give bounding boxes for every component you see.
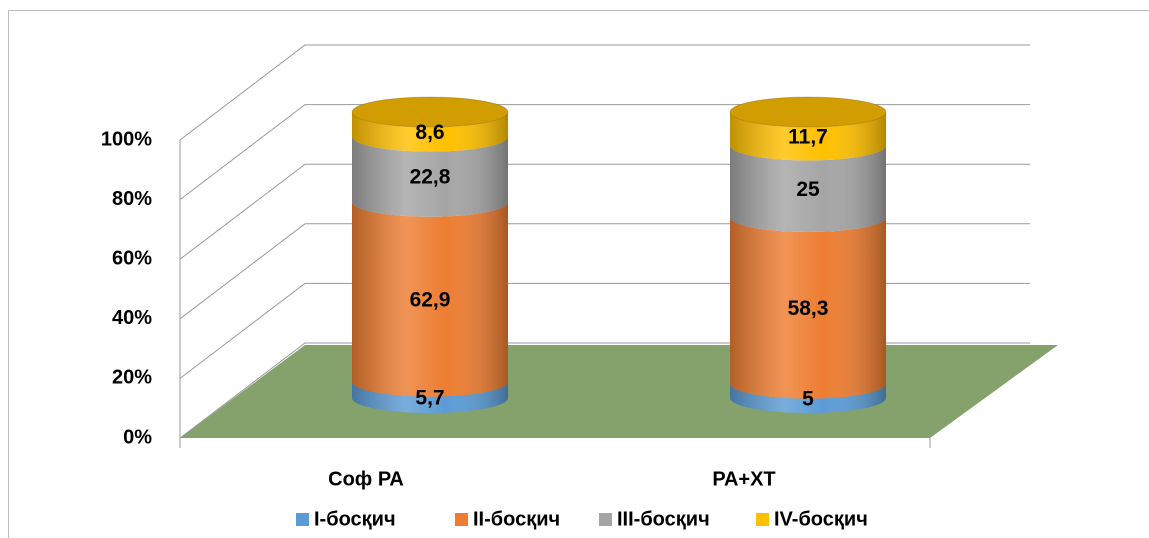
grid-line [179, 44, 1030, 141]
y-tick-label: 60% [112, 247, 152, 269]
data-label: 58,3 [788, 297, 829, 320]
plot: 5,7 62,9 22,8 8,6 5 58,3 25 11,7 [351, 96, 887, 413]
y-tick-label: 0% [123, 426, 152, 448]
grid-line [179, 104, 1030, 200]
legend-label: IV-босқич [774, 508, 868, 530]
legend-label: I-босқич [314, 508, 396, 530]
x-tick-label: Соф РА [328, 468, 404, 490]
floor [180, 345, 1058, 438]
legend-swatch [455, 513, 468, 526]
legend-swatch [756, 513, 769, 526]
cylinder-top-shade [730, 97, 886, 127]
chart-border [8, 10, 1149, 538]
cylinder-top-shade [352, 97, 508, 127]
y-tick-label: 80% [112, 188, 152, 210]
data-label: 5 [802, 387, 814, 410]
grid-line [179, 163, 1030, 260]
legend-label: II-босқич [473, 508, 560, 530]
data-label: 8,6 [415, 121, 444, 144]
y-tick-label: 100% [101, 128, 152, 150]
data-label: 22,8 [410, 166, 451, 189]
data-label: 11,7 [788, 125, 828, 148]
y-tick-label: 40% [112, 307, 152, 329]
data-label: 5,7 [415, 386, 444, 409]
grid-line [179, 223, 1030, 320]
legend-swatch [599, 513, 612, 526]
cylinder-shade [730, 112, 886, 413]
data-label: 25 [796, 178, 820, 201]
x-tick-label: РА+ХТ [712, 468, 775, 490]
axis-line [179, 140, 931, 448]
cylinder-top [729, 96, 887, 128]
data-label: 62,9 [410, 288, 451, 311]
cylinder-top [351, 96, 509, 128]
legend-label: III-босқич [617, 508, 710, 530]
cylinder-shade [352, 112, 508, 413]
y-tick-label: 20% [112, 367, 152, 389]
legend-swatch [296, 513, 309, 526]
